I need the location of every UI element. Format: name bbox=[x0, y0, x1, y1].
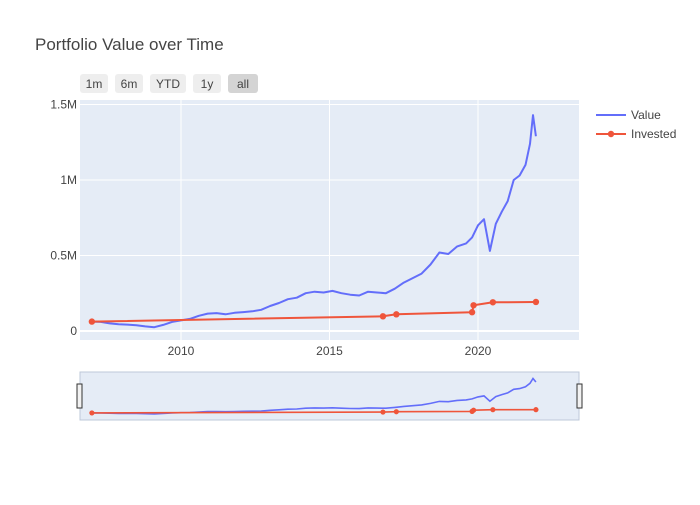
range-button-1y[interactable]: 1y bbox=[193, 74, 221, 93]
series-point-invested[interactable] bbox=[88, 318, 96, 325]
range-button-ytd[interactable]: YTD bbox=[150, 74, 186, 93]
chart-title: Portfolio Value over Time bbox=[35, 35, 224, 54]
y-tick-label: 0 bbox=[70, 324, 77, 338]
x-tick-label: 2015 bbox=[316, 344, 343, 358]
slider-point-invested bbox=[89, 410, 95, 416]
y-tick-label: 1M bbox=[60, 173, 77, 187]
series-point-invested[interactable] bbox=[379, 313, 387, 320]
legend-label: Value bbox=[631, 108, 661, 122]
range-button-label: 6m bbox=[121, 77, 138, 91]
y-tick-label: 1.5M bbox=[50, 98, 77, 112]
series-point-invested[interactable] bbox=[393, 311, 400, 318]
range-button-label: 1m bbox=[86, 77, 103, 91]
range-selector: 1m 6m YTD 1y all bbox=[80, 74, 258, 93]
legend-label: Invested bbox=[631, 127, 676, 141]
x-tick-labels: 2010 2015 2020 bbox=[168, 344, 492, 358]
series-point-invested[interactable] bbox=[489, 299, 497, 306]
x-tick-label: 2020 bbox=[465, 344, 492, 358]
series-point-invested[interactable] bbox=[468, 309, 476, 316]
y-tick-labels: 0 0.5M 1M 1.5M bbox=[50, 98, 77, 338]
legend-marker bbox=[607, 130, 615, 138]
range-button-label: 1y bbox=[201, 77, 214, 91]
legend-item-value[interactable]: Value bbox=[596, 108, 661, 122]
range-slider-left-handle[interactable] bbox=[76, 383, 83, 409]
range-button-1m[interactable]: 1m bbox=[80, 74, 108, 93]
range-button-label: YTD bbox=[156, 77, 180, 91]
range-button-all[interactable]: all bbox=[228, 74, 258, 93]
series-layer bbox=[88, 114, 540, 329]
series-line-value bbox=[91, 114, 537, 329]
slider-point-invested bbox=[490, 407, 496, 413]
range-button-6m[interactable]: 6m bbox=[115, 74, 143, 93]
legend: Value Invested bbox=[596, 108, 676, 141]
slider-point-invested bbox=[470, 407, 477, 413]
series-point-invested[interactable] bbox=[532, 298, 540, 306]
slider-point-invested bbox=[380, 409, 386, 415]
grid-lines bbox=[80, 100, 579, 340]
x-tick-label: 2010 bbox=[168, 344, 195, 358]
legend-item-invested[interactable]: Invested bbox=[596, 127, 676, 141]
range-button-label: all bbox=[237, 77, 249, 91]
series-point-invested[interactable] bbox=[470, 302, 477, 309]
range-slider-series bbox=[89, 377, 539, 416]
slider-point-invested bbox=[393, 409, 399, 415]
range-slider-right-handle[interactable] bbox=[576, 383, 583, 409]
slider-point-invested bbox=[533, 407, 539, 413]
y-tick-label: 0.5M bbox=[50, 248, 77, 262]
